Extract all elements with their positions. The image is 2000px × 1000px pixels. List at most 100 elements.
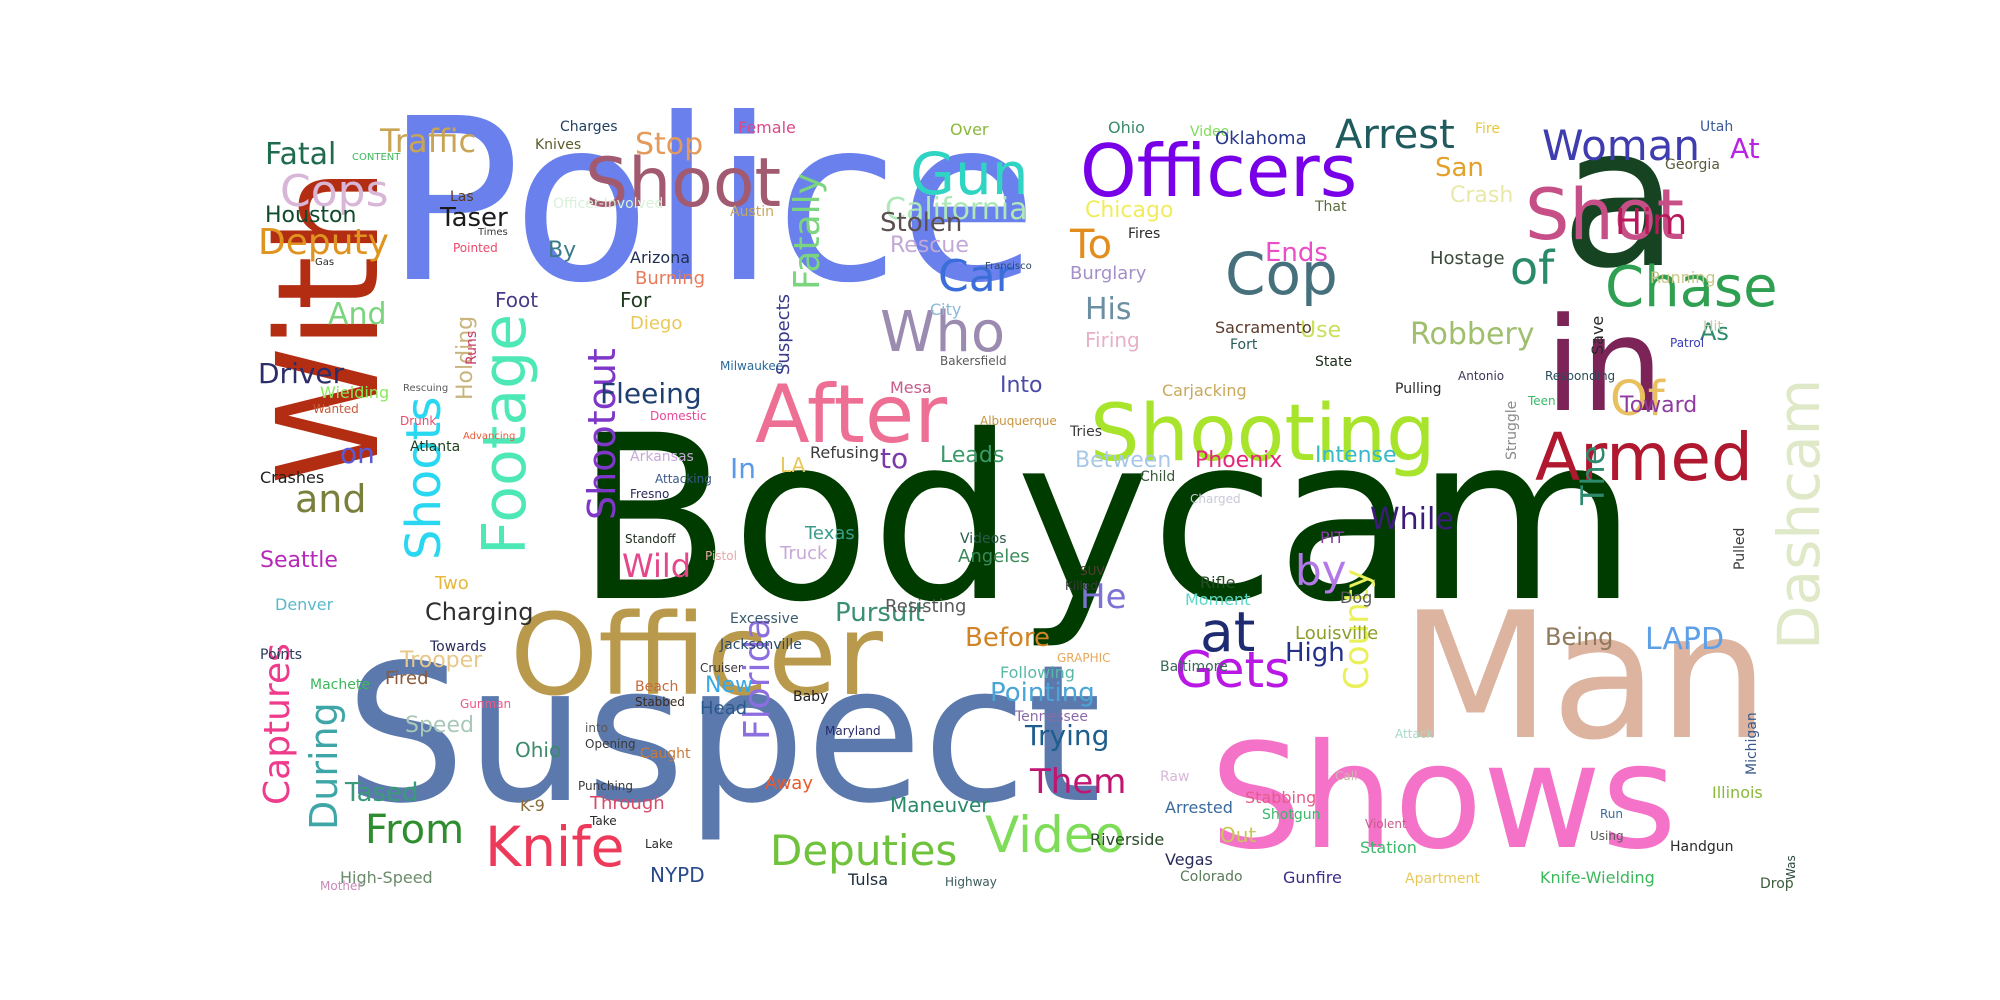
word-advancing: Advancing (463, 431, 516, 442)
word-mother: Mother (320, 879, 363, 893)
word-drop: Drop (1760, 876, 1794, 892)
word-graphic: GRAPHIC (1057, 651, 1111, 665)
word-firing: Firing (1085, 328, 1140, 352)
word-arrested: Arrested (1165, 798, 1233, 817)
word-cruiser: Cruiser (700, 661, 743, 675)
word-carjacking: Carjacking (1162, 381, 1247, 400)
word-domestic: Domestic (650, 409, 707, 423)
word-dog: Dog (1340, 588, 1373, 607)
word-lake: Lake (645, 837, 673, 851)
word-high: High (1285, 638, 1345, 668)
word-teen: Teen (1528, 394, 1556, 408)
word-arkansas: Arkansas (630, 449, 694, 465)
word-to: to (880, 442, 909, 475)
word-maneuver: Maneuver (890, 793, 990, 817)
word-into: into (585, 721, 608, 735)
word-ends: Ends (1265, 238, 1328, 268)
word-car: Car (938, 251, 1014, 302)
word-city: City (930, 300, 962, 319)
word-that: That (1315, 199, 1347, 215)
word-deputies: Deputies (770, 826, 958, 875)
word-who: Who (880, 300, 1006, 365)
word-runs: Runs (464, 330, 480, 365)
word-as: As (1700, 318, 1729, 346)
word-them: Them (1030, 762, 1127, 802)
word-video: Video (1190, 124, 1230, 140)
word-lapd: LAPD (1645, 622, 1725, 657)
word-stabbed: Stabbed (635, 695, 685, 709)
word-during: During (302, 702, 346, 830)
word-run: Run (1600, 807, 1624, 821)
word-maryland: Maryland (825, 724, 881, 738)
word-rescuing: Rescuing (403, 383, 449, 394)
word-shot: Shot (1525, 174, 1685, 256)
word-content: CONTENT (352, 152, 401, 163)
word-chicago: Chicago (1085, 198, 1174, 223)
word-san: San (1435, 153, 1484, 183)
word-use: Use (1300, 318, 1342, 343)
word-speed: Speed (405, 713, 474, 738)
word-shows: Shows (1210, 713, 1677, 882)
word-fatal: Fatal (265, 137, 337, 172)
word-before: Before (965, 623, 1051, 653)
word-caught: Caught (640, 746, 691, 762)
word-from: From (365, 807, 465, 853)
word-into: Into (1000, 373, 1043, 398)
word-las: Las (450, 189, 474, 205)
word-attack: Attack (1395, 727, 1434, 741)
word-over: Over (950, 120, 989, 139)
word-handgun: Handgun (1670, 839, 1734, 855)
word-moment: Moment (1185, 590, 1251, 609)
word-angeles: Angeles (958, 546, 1030, 567)
word-gun: Gun (910, 140, 1029, 208)
word-child: Child (1140, 469, 1176, 485)
word-while: While (1370, 502, 1454, 537)
word-out: Out (1220, 823, 1257, 847)
word-fresno: Fresno (630, 487, 670, 501)
word-knife-wielding: Knife-Wielding (1540, 868, 1655, 887)
word-his: His (1085, 292, 1132, 327)
word-police: Police (385, 71, 1038, 333)
word-suspects: Suspects (773, 293, 794, 375)
word-by: by (1295, 546, 1347, 595)
word-crashes: Crashes (260, 468, 325, 487)
word-riverside: Riverside (1090, 830, 1165, 849)
word-milwaukee: Milwaukee (720, 359, 784, 373)
word-following: Following (1000, 663, 1075, 682)
word-beach: Beach (635, 679, 679, 695)
word-for: For (620, 288, 652, 312)
word-ohio: Ohio (515, 738, 562, 762)
word-seattle: Seattle (260, 548, 338, 573)
word-crash: Crash (1450, 183, 1514, 208)
word-standoff: Standoff (625, 532, 676, 546)
word-armed: Armed (1535, 419, 1753, 496)
word-mesa: Mesa (890, 378, 932, 397)
word-call: Call (1335, 769, 1358, 783)
word-antonio: Antonio (1458, 369, 1505, 383)
word-state: State (1315, 354, 1353, 370)
word-points: Points (260, 647, 303, 663)
word-using: Using (1590, 829, 1624, 843)
word-fort: Fort (1230, 337, 1258, 353)
word-at: At (1730, 132, 1760, 165)
word-he: He (1080, 577, 1127, 617)
word-suv: SUV (1080, 564, 1105, 578)
word-phoenix: Phoenix (1195, 448, 1283, 473)
word-utah: Utah (1700, 119, 1734, 135)
word-machete: Machete (310, 677, 370, 693)
word-nypd: NYPD (650, 863, 705, 887)
word-knives: Knives (535, 137, 582, 153)
word-k-9: K-9 (520, 796, 545, 815)
word-a: a (1560, 84, 1680, 311)
word-video: Video (985, 806, 1126, 864)
word-suspect: Suspect (345, 624, 1102, 845)
word-towards: Towards (430, 639, 487, 655)
word-robbery: Robbery (1410, 317, 1535, 352)
word-shootout: Shootout (580, 348, 624, 520)
word-struggle: Struggle (1504, 400, 1520, 460)
word-hit: Hit (1703, 319, 1723, 335)
word-drunk: Drunk (400, 414, 437, 428)
word-through: Through (590, 793, 665, 814)
word-officer: Officer (510, 591, 883, 721)
word-fleeing: Fleeing (600, 377, 702, 410)
